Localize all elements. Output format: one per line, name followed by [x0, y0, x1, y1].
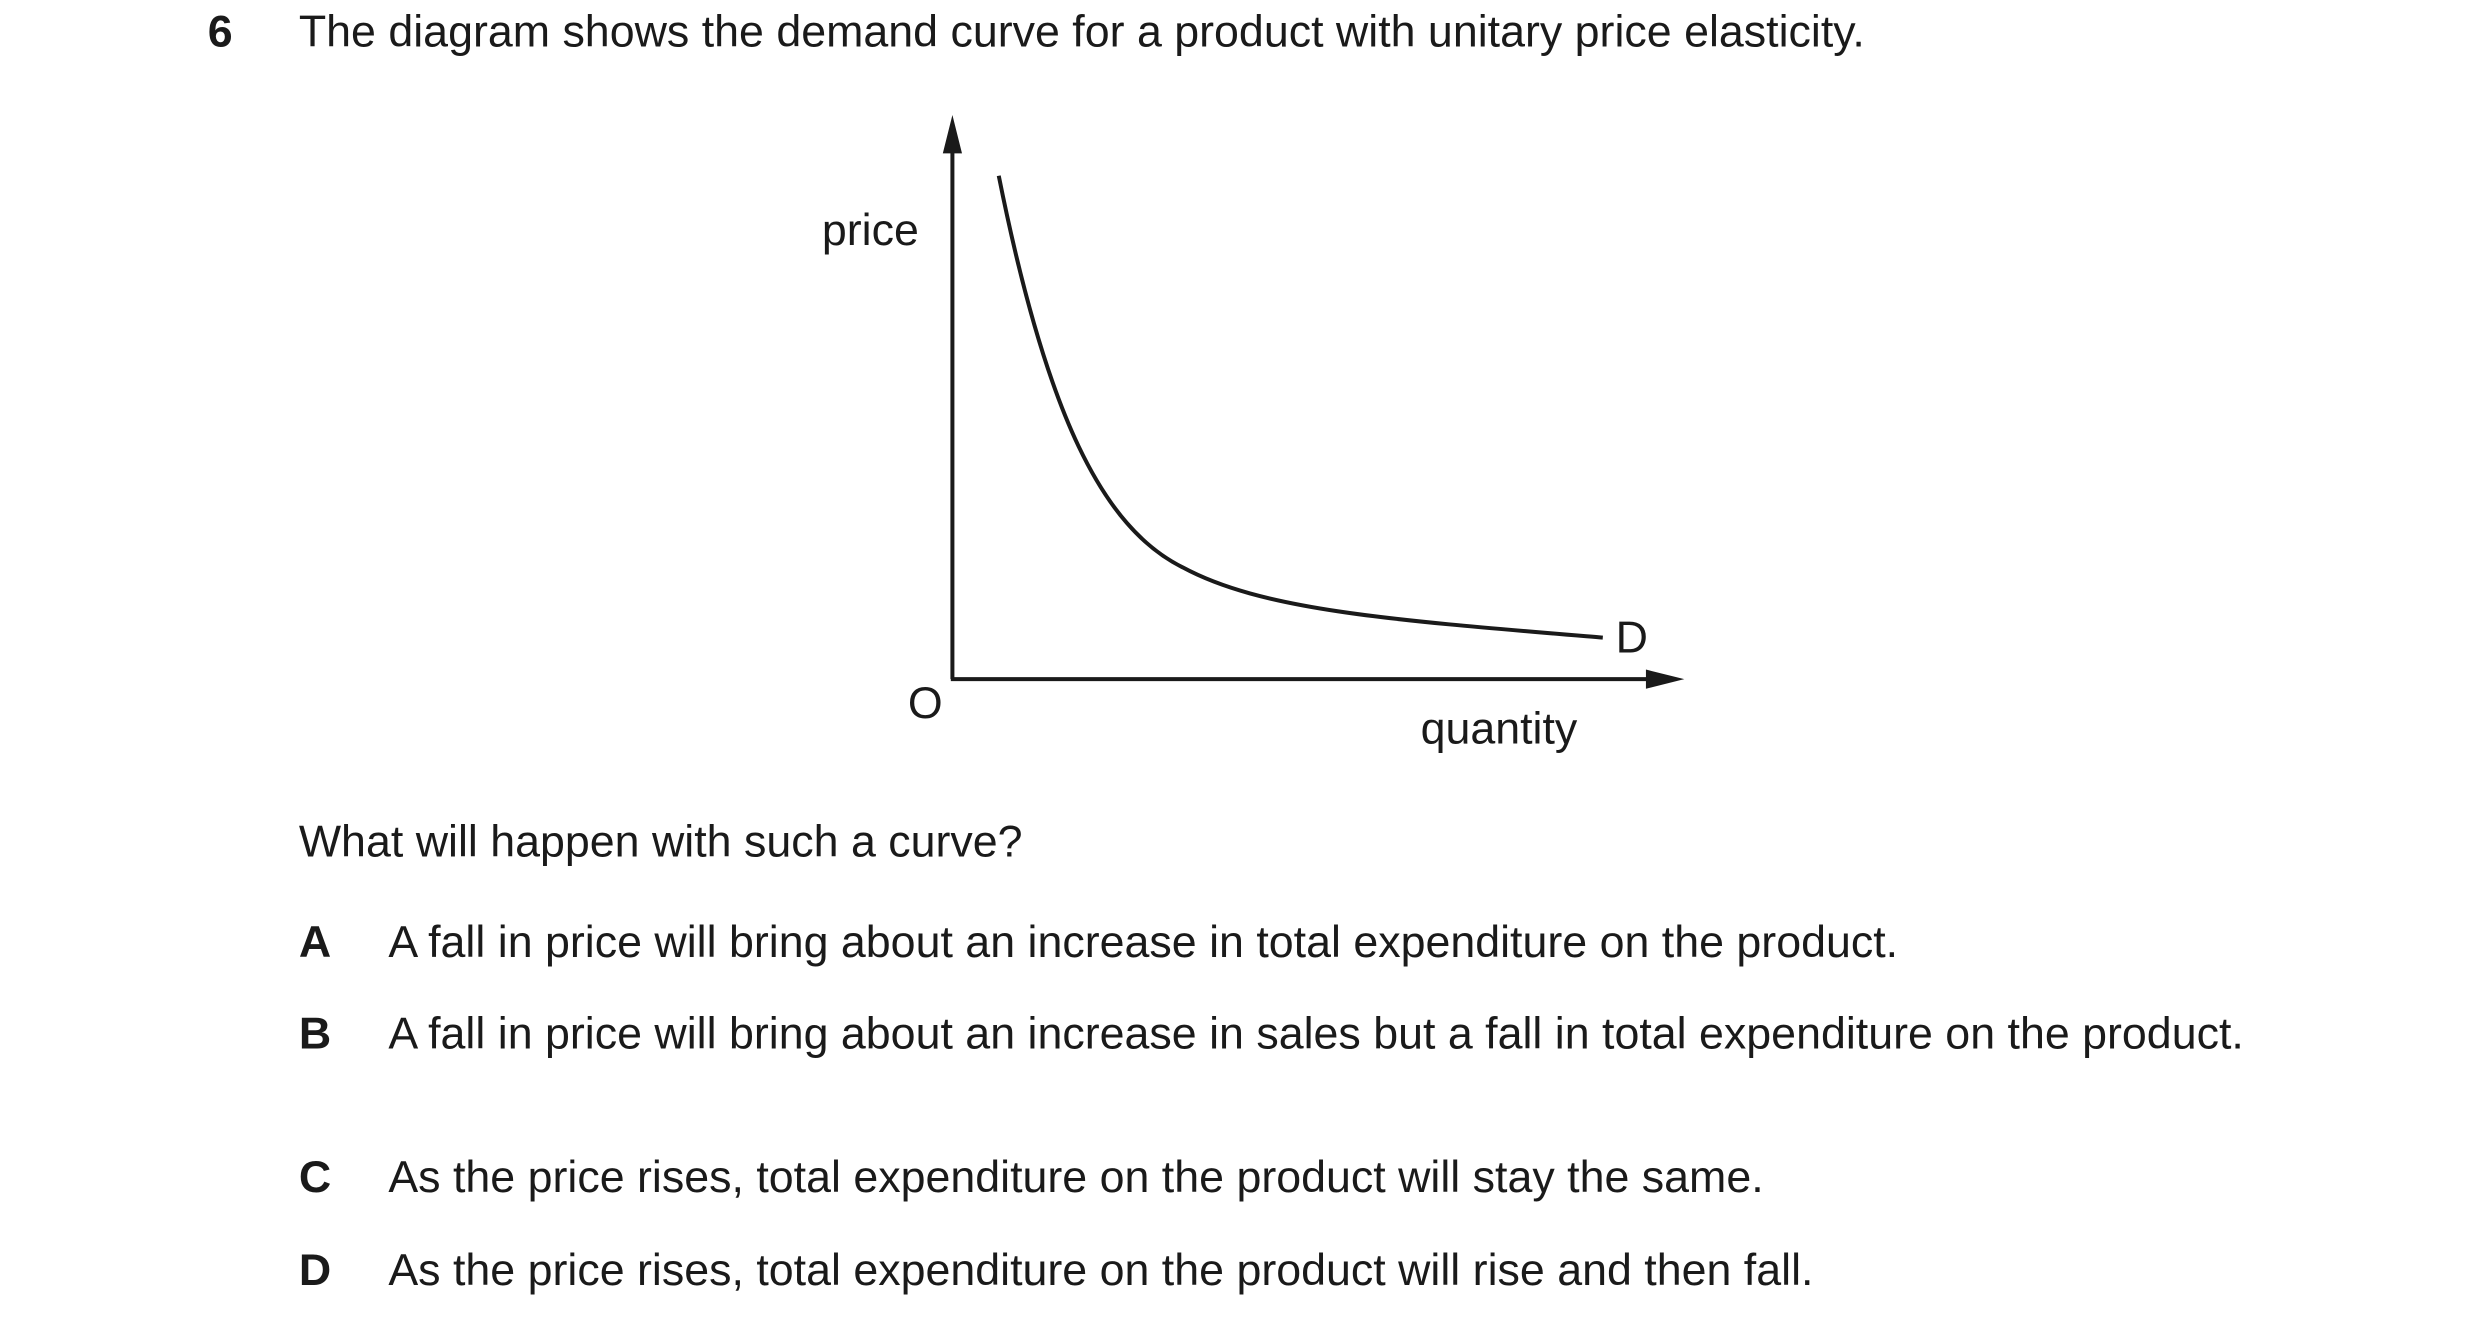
option-text: A fall in price will bring about an incr…	[388, 1008, 2244, 1058]
curve-label: D	[1616, 613, 1648, 663]
origin-label: O	[908, 678, 943, 728]
demand-curve	[996, 175, 1603, 640]
option-letter: D	[298, 1244, 332, 1295]
option-text: As the price rises, total expenditure on…	[388, 1244, 1814, 1295]
question-prompt: What will happen with such a curve?	[298, 816, 1023, 867]
option-text: A fall in price will bring about an incr…	[388, 917, 1899, 967]
option-letter: C	[298, 1152, 332, 1202]
y-axis-arrow	[942, 115, 962, 154]
x-axis-arrow	[1645, 669, 1685, 689]
option-text: As the price rises, total expenditure on…	[388, 1152, 1764, 1202]
option-letter: A	[298, 917, 332, 967]
question-stem: The diagram shows the demand curve for a…	[298, 6, 1865, 56]
question-number: 6	[207, 6, 233, 56]
y-axis-label: price	[822, 205, 919, 255]
x-axis-label: quantity	[1421, 704, 1578, 754]
option-letter: B	[298, 1008, 332, 1058]
